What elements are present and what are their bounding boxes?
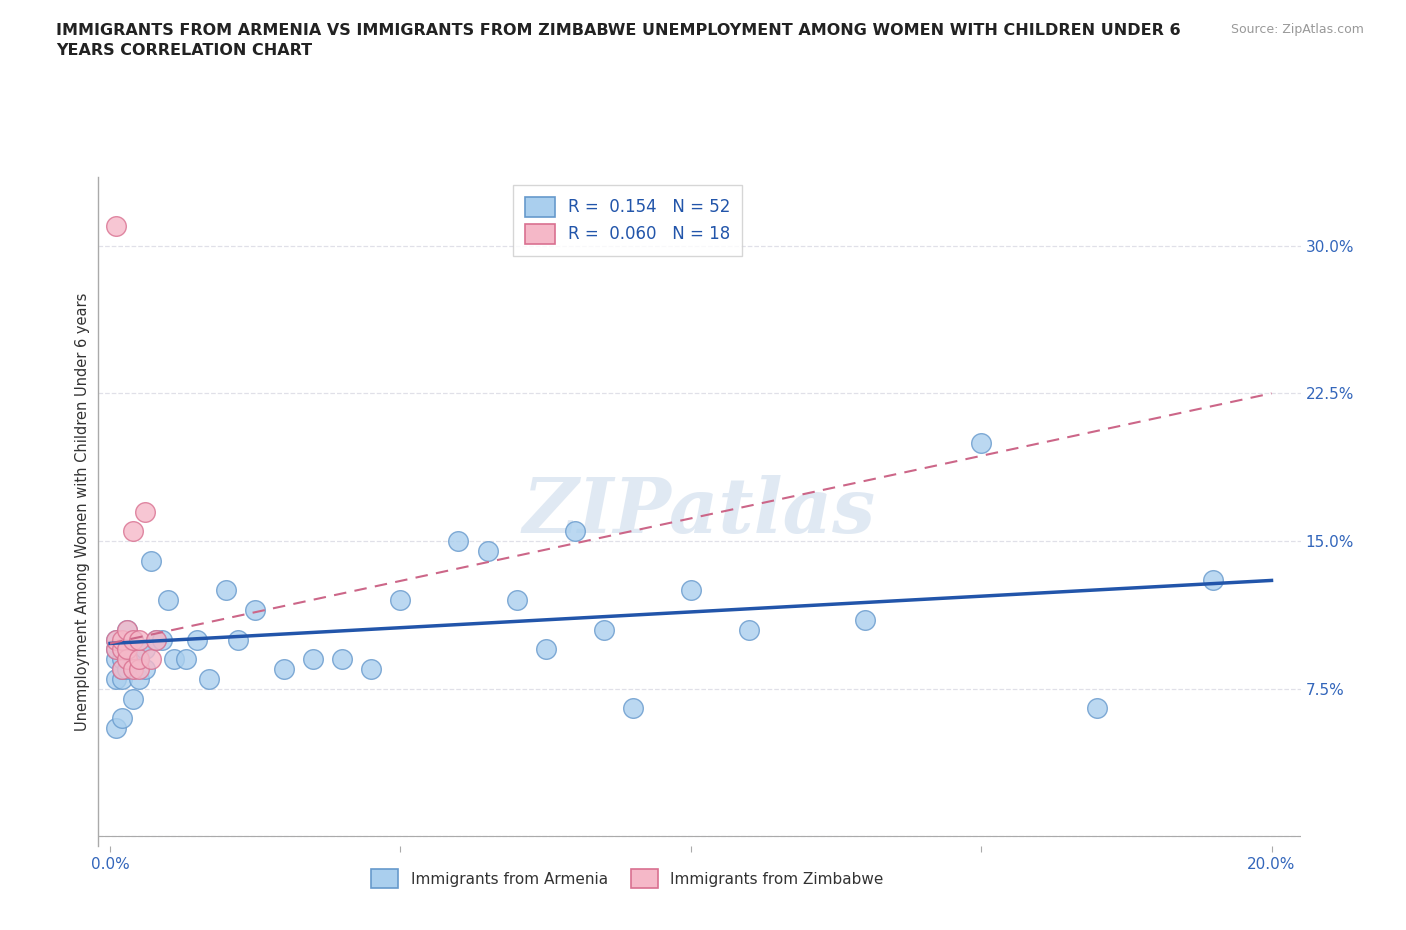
Point: [134, 661, 156, 676]
Point: [111, 661, 134, 676]
Point: [360, 661, 382, 676]
Point: [104, 642, 127, 657]
Point: [104, 219, 127, 233]
Point: [970, 435, 993, 450]
Point: [134, 504, 156, 519]
Point: [534, 642, 557, 657]
Point: [111, 711, 134, 725]
Point: [226, 632, 249, 647]
Point: [122, 661, 145, 676]
Point: [117, 622, 139, 637]
Point: [128, 661, 150, 676]
Point: [117, 661, 139, 676]
Point: [174, 652, 197, 667]
Point: [564, 524, 586, 538]
Point: [111, 661, 134, 676]
Text: Source: ZipAtlas.com: Source: ZipAtlas.com: [1230, 23, 1364, 36]
Point: [302, 652, 325, 667]
Point: [117, 652, 139, 667]
Point: [104, 721, 127, 736]
Point: [150, 632, 173, 647]
Text: ZIPatlas: ZIPatlas: [523, 474, 876, 549]
Text: IMMIGRANTS FROM ARMENIA VS IMMIGRANTS FROM ZIMBABWE UNEMPLOYMENT AMONG WOMEN WIT: IMMIGRANTS FROM ARMENIA VS IMMIGRANTS FR…: [56, 23, 1181, 58]
Point: [111, 642, 134, 657]
Point: [128, 632, 150, 647]
Point: [117, 642, 139, 657]
Point: [117, 622, 139, 637]
Point: [122, 691, 145, 706]
Point: [122, 524, 145, 538]
Point: [139, 553, 162, 568]
Point: [117, 642, 139, 657]
Point: [139, 652, 162, 667]
Point: [389, 592, 412, 607]
Point: [111, 632, 134, 647]
Point: [111, 671, 134, 686]
Point: [104, 671, 127, 686]
Point: [104, 642, 127, 657]
Point: [111, 652, 134, 667]
Point: [738, 622, 761, 637]
Point: [157, 592, 180, 607]
Point: [679, 583, 702, 598]
Point: [477, 543, 499, 558]
Y-axis label: Unemployment Among Women with Children Under 6 years: Unemployment Among Women with Children U…: [75, 292, 90, 731]
Point: [134, 642, 156, 657]
Point: [163, 652, 186, 667]
Point: [592, 622, 614, 637]
Point: [1202, 573, 1225, 588]
Point: [245, 603, 267, 618]
Point: [215, 583, 238, 598]
Point: [104, 632, 127, 647]
Point: [122, 652, 145, 667]
Point: [128, 642, 150, 657]
Point: [122, 632, 145, 647]
Point: [853, 612, 876, 627]
Point: [186, 632, 208, 647]
Point: [117, 652, 139, 667]
Legend: Immigrants from Armenia, Immigrants from Zimbabwe: Immigrants from Armenia, Immigrants from…: [363, 862, 891, 896]
Point: [447, 534, 470, 549]
Point: [104, 632, 127, 647]
Point: [621, 701, 644, 716]
Point: [197, 671, 219, 686]
Point: [104, 652, 127, 667]
Point: [122, 632, 145, 647]
Point: [145, 632, 167, 647]
Point: [145, 632, 167, 647]
Point: [128, 652, 150, 667]
Point: [128, 671, 150, 686]
Point: [505, 592, 527, 607]
Point: [1085, 701, 1108, 716]
Point: [111, 642, 134, 657]
Point: [128, 652, 150, 667]
Point: [330, 652, 353, 667]
Point: [122, 661, 145, 676]
Point: [273, 661, 295, 676]
